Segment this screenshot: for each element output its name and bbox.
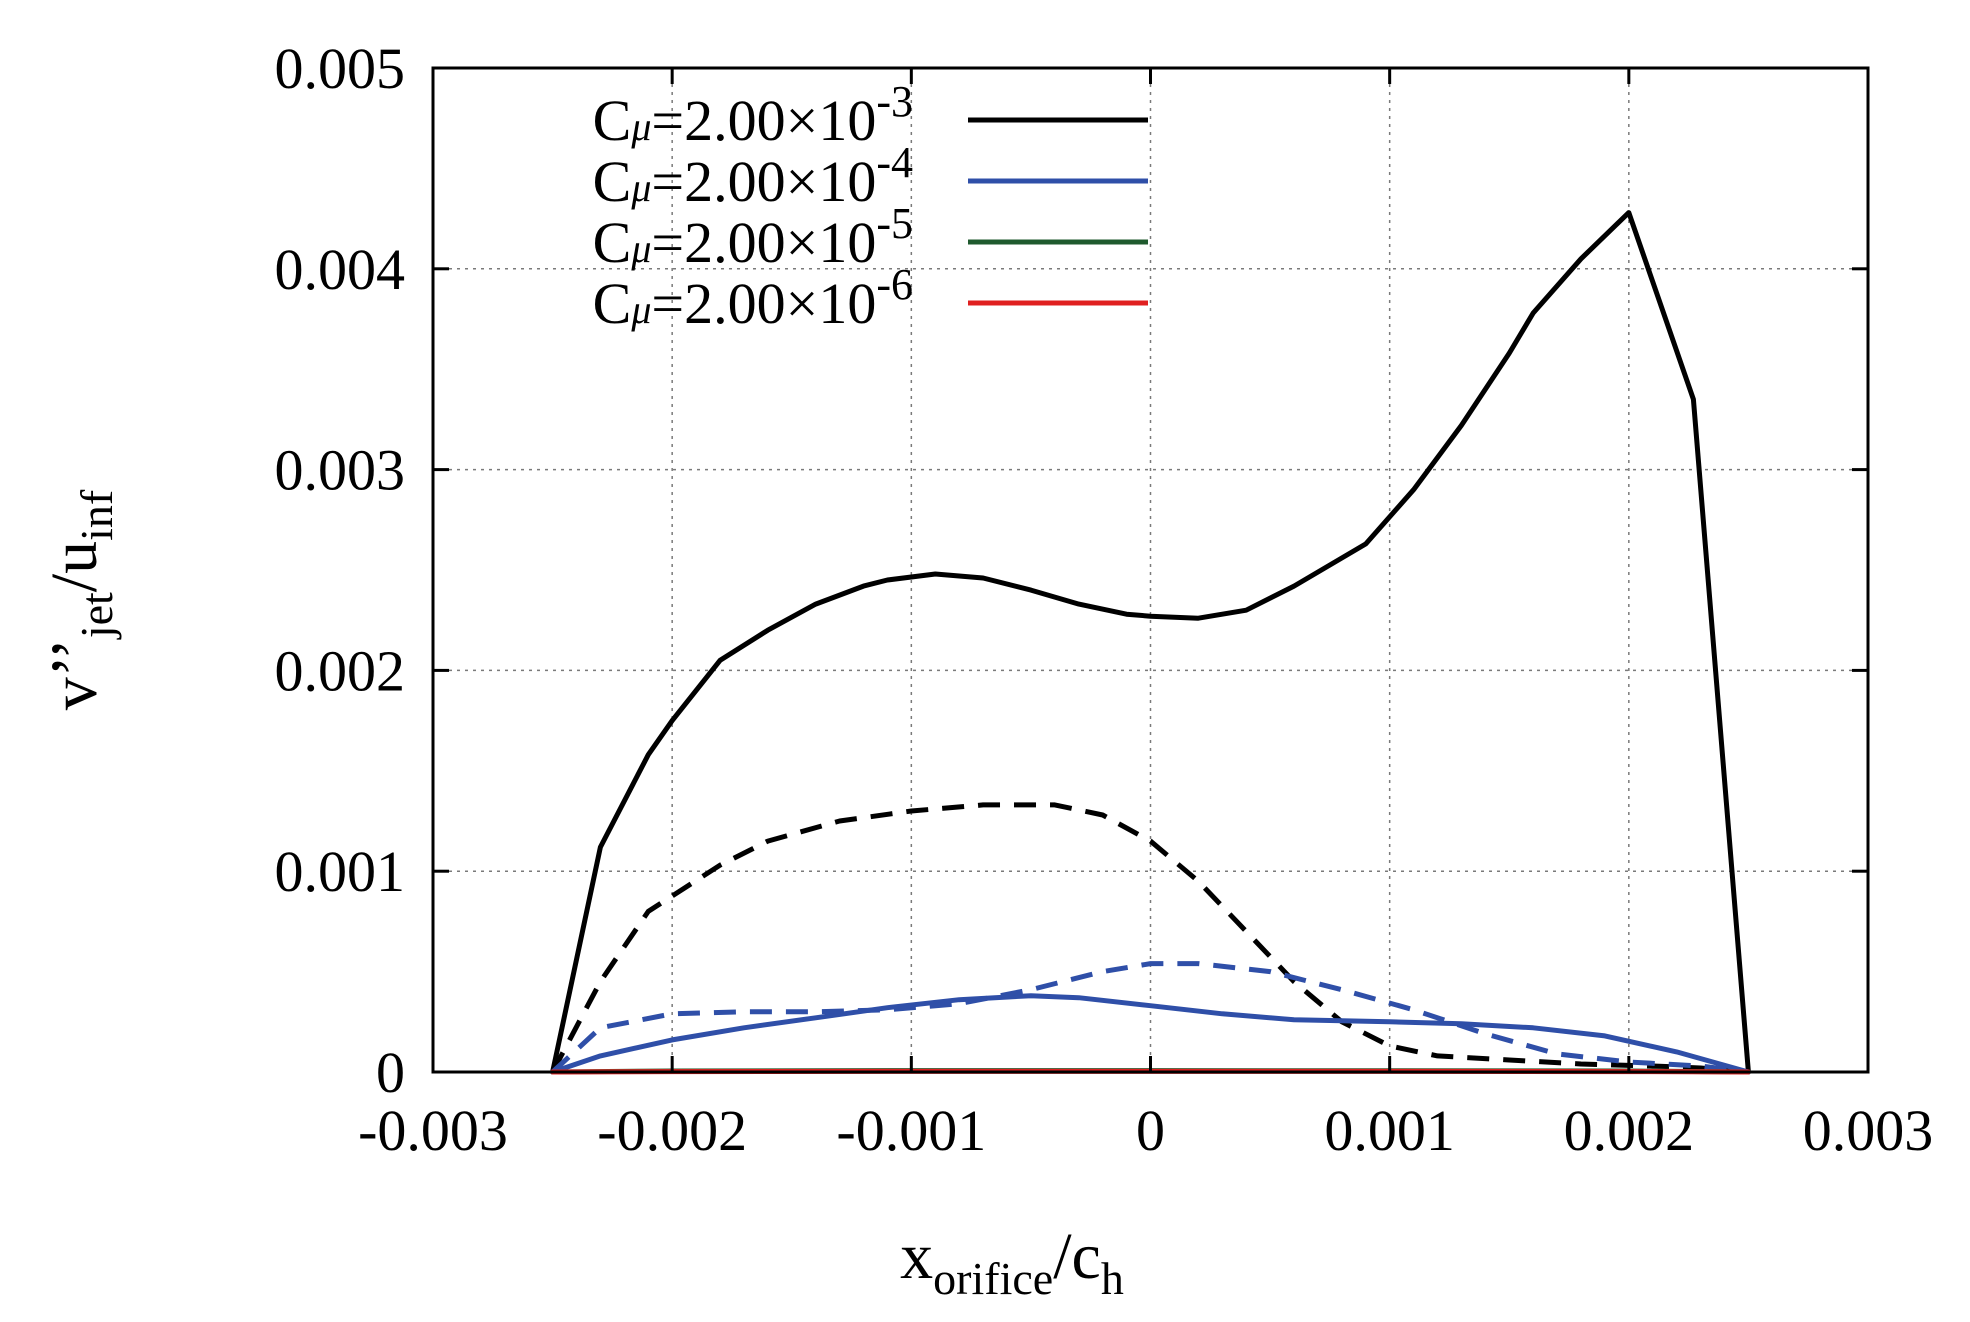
legend: Cμ=2.00×10-3Cμ=2.00×10-4Cμ=2.00×10-5Cμ=2… (593, 77, 1148, 336)
x-tick-label: 0.002 (1564, 1098, 1695, 1163)
axis-ticks: -0.003 -0.002 -0.001 0 0.001 0.002 0.003 0 0.001… (275, 36, 1934, 1163)
plot-frame (431, 66, 1870, 1074)
legend-label: Cμ=2.00×10-6 (593, 260, 913, 336)
y-tick-label: 0.001 (275, 839, 406, 904)
x-tick-label: -0.002 (597, 1098, 747, 1163)
x-tick-label: 0 (1136, 1098, 1165, 1163)
y-tick-label: 0.005 (275, 36, 406, 101)
legend-label: Cμ=2.00×10-4 (593, 138, 913, 214)
x-tick-label: -0.003 (358, 1098, 508, 1163)
grid-lines (433, 68, 1868, 1072)
series-line (550, 210, 1751, 1075)
series-line (550, 802, 1749, 1075)
y-tick-label: 0.002 (275, 638, 406, 703)
y-tick-label: 0.003 (275, 438, 406, 503)
series-line (550, 961, 1749, 1075)
x-tick-label: -0.001 (836, 1098, 986, 1163)
x-tick-label: 0.003 (1803, 1098, 1934, 1163)
y-tick-label: 0.004 (275, 237, 406, 302)
series-line (550, 993, 1751, 1075)
y-tick-label: 0 (376, 1040, 405, 1105)
legend-label: Cμ=2.00×10-5 (593, 199, 913, 275)
x-axis-label: xorifice/ch (900, 1220, 1124, 1304)
legend-label: Cμ=2.00×10-3 (593, 77, 913, 153)
y-axis-label: v’’jet/uinf (38, 489, 122, 710)
x-tick-label: 0.001 (1324, 1098, 1455, 1163)
